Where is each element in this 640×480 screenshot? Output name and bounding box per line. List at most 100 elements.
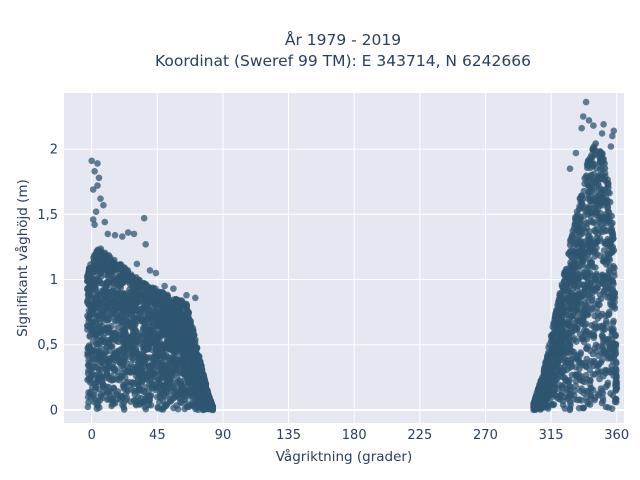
data-point: [118, 356, 126, 364]
x-tick-label: 0: [88, 428, 96, 443]
data-point: [170, 285, 177, 293]
data-point: [150, 314, 158, 322]
data-point: [591, 320, 599, 328]
data-point: [541, 396, 549, 403]
data-point: [143, 394, 151, 402]
data-point: [144, 313, 152, 321]
data-point: [589, 277, 597, 284]
data-point: [189, 396, 197, 404]
data-point: [579, 316, 587, 323]
data-point: [174, 314, 182, 321]
data-point: [141, 318, 148, 326]
data-point: [113, 391, 120, 398]
data-point: [111, 256, 118, 264]
data-point: [160, 290, 167, 298]
data-point: [106, 291, 114, 299]
data-point: [569, 261, 577, 269]
data-point: [580, 268, 587, 276]
y-tick-label: 1: [50, 273, 58, 288]
data-point: [108, 343, 115, 350]
data-point: [95, 347, 103, 355]
data-point: [571, 293, 578, 301]
data-point: [105, 338, 112, 345]
data-point: [132, 300, 140, 308]
x-tick-label: 45: [149, 428, 166, 443]
data-point: [162, 385, 169, 392]
data-point: [162, 340, 170, 348]
data-point: [585, 117, 593, 124]
data-point: [604, 207, 612, 215]
data-point: [164, 308, 171, 315]
data-point: [169, 331, 177, 339]
data-point: [186, 387, 193, 395]
data-point: [613, 373, 620, 381]
data-point: [86, 390, 94, 398]
data-point: [609, 219, 616, 227]
data-point: [587, 347, 594, 355]
data-point: [111, 367, 118, 375]
data-point: [160, 327, 168, 334]
data-point: [550, 387, 557, 395]
data-point: [169, 366, 177, 374]
data-point: [200, 374, 208, 381]
data-point: [92, 384, 99, 391]
data-point: [595, 212, 602, 220]
data-point: [117, 299, 124, 306]
data-point: [97, 268, 104, 275]
data-point: [593, 201, 600, 209]
data-point: [88, 157, 95, 165]
data-point: [161, 391, 168, 399]
data-point: [576, 330, 584, 338]
data-point: [190, 333, 197, 340]
data-point: [607, 143, 615, 150]
data-point: [85, 292, 92, 300]
data-point: [94, 297, 101, 305]
data-point: [143, 373, 150, 380]
data-point: [152, 269, 160, 277]
data-point: [161, 373, 168, 380]
data-point: [84, 272, 91, 280]
data-point: [86, 333, 93, 340]
data-point: [134, 281, 142, 289]
data-point: [530, 403, 537, 411]
data-point: [599, 394, 607, 402]
data-point: [601, 238, 608, 246]
data-point: [161, 282, 168, 290]
data-point: [181, 405, 189, 413]
data-point: [140, 214, 148, 222]
data-point: [129, 325, 136, 333]
data-point: [566, 165, 574, 172]
data-point: [133, 260, 141, 268]
data-point: [588, 294, 596, 302]
y-axis-title: Signifikant våghöjd (m): [14, 179, 31, 337]
data-point: [173, 402, 180, 409]
data-point: [611, 264, 618, 272]
data-point: [101, 218, 109, 226]
x-tick-labels: 0 45 90 135 180 225 270 315 360: [88, 428, 630, 443]
data-point: [568, 329, 576, 337]
data-point: [104, 299, 111, 307]
data-point: [185, 379, 192, 386]
data-point: [595, 281, 602, 289]
data-point: [585, 204, 592, 212]
data-point: [612, 395, 619, 403]
data-point: [587, 217, 594, 225]
data-point: [550, 325, 558, 333]
data-point: [104, 230, 112, 238]
data-point: [130, 380, 137, 388]
data-point: [596, 149, 603, 157]
data-point: [566, 241, 574, 249]
data-point: [609, 277, 616, 285]
data-point: [167, 397, 175, 405]
data-point: [118, 362, 125, 370]
data-point: [582, 387, 590, 395]
data-point: [192, 294, 199, 302]
data-point: [579, 404, 587, 412]
data-point: [583, 376, 590, 383]
data-point: [582, 286, 589, 294]
data-point: [103, 369, 111, 377]
data-point: [163, 360, 171, 368]
data-point: [85, 399, 92, 406]
data-point: [572, 382, 579, 390]
